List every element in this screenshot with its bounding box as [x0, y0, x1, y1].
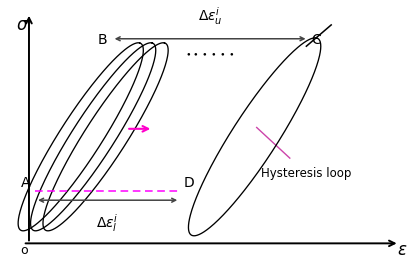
Text: $\Delta\varepsilon_l^i$: $\Delta\varepsilon_l^i$ [96, 212, 119, 234]
Text: $\sigma$: $\sigma$ [16, 16, 29, 33]
Text: D: D [183, 176, 194, 190]
Text: A: A [21, 176, 30, 190]
Text: $\Delta\varepsilon_u^i$: $\Delta\varepsilon_u^i$ [197, 5, 222, 27]
Text: $\varepsilon$: $\varepsilon$ [396, 241, 407, 259]
Text: B: B [98, 33, 107, 47]
Text: o: o [20, 244, 28, 257]
Text: Hysteresis loop: Hysteresis loop [261, 167, 351, 180]
Text: C: C [311, 33, 321, 47]
Text: $\bullet\bullet\bullet\bullet\bullet\bullet$: $\bullet\bullet\bullet\bullet\bullet\bul… [185, 50, 235, 59]
